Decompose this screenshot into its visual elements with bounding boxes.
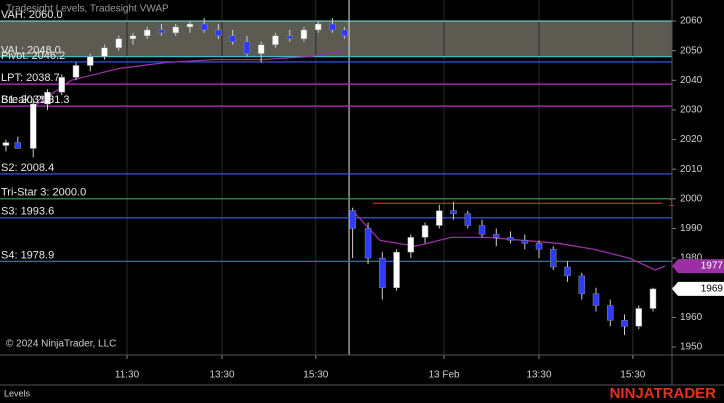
candle-body xyxy=(200,23,208,31)
candle-body xyxy=(129,35,137,40)
candle-body xyxy=(86,56,94,66)
candle-body xyxy=(493,234,500,238)
price-badge xyxy=(672,259,724,274)
candle-body xyxy=(101,47,108,57)
y-tick-label: 2040 xyxy=(680,75,703,86)
candle-body xyxy=(2,142,10,146)
level-label: S1: 2031.3 xyxy=(1,94,54,106)
candle-body xyxy=(349,210,356,229)
candle-body xyxy=(521,240,529,244)
candle-body xyxy=(58,77,65,93)
price-badge xyxy=(672,281,724,296)
y-tick-label: 2000 xyxy=(680,193,703,204)
candle-body xyxy=(158,29,165,34)
level-label: Pivot: 2046.2 xyxy=(1,50,65,62)
panel-label: Levels xyxy=(4,388,31,398)
level-label: VAH: 2060.0 xyxy=(1,9,63,21)
candle-body xyxy=(464,213,472,226)
y-tick-label: 2050 xyxy=(680,45,703,56)
level-label: S2: 2008.4 xyxy=(1,162,54,174)
y-tick-label: 1980 xyxy=(680,253,703,264)
candle-body xyxy=(29,103,37,149)
candle-body xyxy=(286,35,293,40)
y-tick-label: 2030 xyxy=(680,105,703,116)
x-tick-label: 13:30 xyxy=(527,370,552,381)
brand: NINJATRADER xyxy=(610,385,717,402)
value-area xyxy=(0,21,672,57)
chart-title: Tradesight Levels, Tradesight VWAP xyxy=(6,4,169,15)
x-tick-label: 13 Feb xyxy=(428,370,460,381)
candle-body xyxy=(379,257,386,288)
candle-body xyxy=(592,293,600,306)
candle-body xyxy=(550,248,557,268)
candle-body xyxy=(143,29,151,37)
candle-body xyxy=(421,225,429,238)
candle-body xyxy=(607,305,614,321)
candle-body xyxy=(635,308,643,327)
x-tick-label: 13:30 xyxy=(210,370,235,381)
candle-body xyxy=(364,228,372,259)
candle-body xyxy=(243,41,251,54)
price-badge-label: 1969.6 xyxy=(701,284,724,295)
level-label: Break: 2031.3 xyxy=(1,94,70,106)
candle-body xyxy=(621,320,628,327)
candle-body xyxy=(564,266,571,277)
candle-body xyxy=(407,237,415,253)
candle-body xyxy=(300,29,308,40)
level-label: LPT: 2038.7 xyxy=(1,72,60,84)
level-label: VAL: 2048.0 xyxy=(1,45,61,57)
y-tick-label: 1950 xyxy=(680,342,703,353)
candle-body xyxy=(578,275,586,294)
copyright: © 2024 NinjaTrader, LLC xyxy=(6,339,116,350)
candle-body xyxy=(215,29,222,37)
candle-body xyxy=(393,251,400,288)
candle-body xyxy=(186,23,194,28)
candle-body xyxy=(649,288,657,309)
candle-body xyxy=(229,35,236,43)
candle-body xyxy=(257,44,265,54)
x-tick-label: 15:30 xyxy=(620,370,645,381)
candle-body xyxy=(272,35,279,45)
candle-body xyxy=(314,23,322,31)
candle-body xyxy=(436,210,443,226)
level-label: Tri-Star 3: 2000.0 xyxy=(1,187,86,199)
candle-body xyxy=(72,65,80,78)
candle-body xyxy=(507,237,514,241)
candle-body xyxy=(44,91,51,105)
level-label: S3: 1993.6 xyxy=(1,206,54,218)
candle-body xyxy=(172,26,179,34)
price-badge-label: 1977.3 xyxy=(701,261,724,272)
x-tick-label: 11:30 xyxy=(115,370,140,381)
y-tick-label: 2010 xyxy=(680,164,703,175)
y-tick-label: 2060 xyxy=(680,16,703,27)
candle-body xyxy=(450,210,457,214)
candle-body xyxy=(14,142,22,149)
candle-body xyxy=(329,23,336,31)
level-label: S4: 1978.9 xyxy=(1,249,54,261)
y-tick-label: 1960 xyxy=(680,312,703,323)
y-tick-label: 1990 xyxy=(680,223,703,234)
candle-body xyxy=(115,38,122,48)
candle-body xyxy=(478,225,486,235)
candle-body xyxy=(535,243,543,250)
x-tick-label: 15:30 xyxy=(303,370,328,381)
under-layer: 11:30 13:30 15:30 13 Feb 13:30 15:30 1950 1960 1… xyxy=(0,0,703,381)
candle-body xyxy=(341,29,348,37)
y-tick-label: 2020 xyxy=(680,134,703,145)
